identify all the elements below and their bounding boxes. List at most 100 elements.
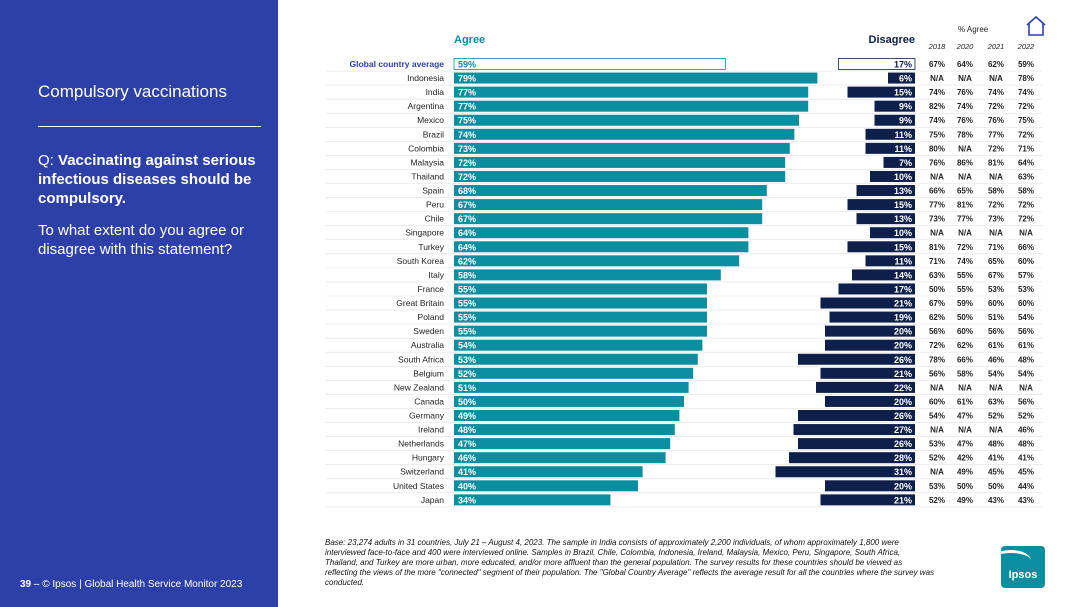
agree-value-label: 49% xyxy=(458,411,476,421)
trend-value: 55% xyxy=(957,285,973,294)
agree-value-label: 72% xyxy=(458,172,476,182)
trend-value: 74% xyxy=(957,257,973,266)
trend-value: 64% xyxy=(1018,158,1034,167)
trend-value: 58% xyxy=(957,369,973,378)
country-label: Australia xyxy=(411,340,444,350)
trend-value: 57% xyxy=(1018,271,1034,280)
disagree-value-label: 13% xyxy=(894,186,912,196)
trend-value: 67% xyxy=(929,299,945,308)
trend-value: 43% xyxy=(988,496,1004,505)
trend-value: 73% xyxy=(988,215,1004,224)
trend-value: 62% xyxy=(957,341,973,350)
agree-bar xyxy=(453,58,726,70)
trend-value: N/A xyxy=(958,229,972,238)
agree-value-label: 79% xyxy=(458,74,476,84)
trend-value: 52% xyxy=(988,412,1004,421)
disagree-bar xyxy=(865,255,915,267)
country-label: Turkey xyxy=(418,242,444,252)
agree-value-label: 34% xyxy=(458,495,476,505)
trend-value: 59% xyxy=(957,299,973,308)
agree-bar xyxy=(454,466,643,478)
logo-text: Ipsos xyxy=(1008,569,1038,581)
country-label: France xyxy=(418,284,445,294)
disagree-bar xyxy=(847,241,915,253)
slide-title: Compulsory vaccinations xyxy=(38,82,227,101)
agree-bar xyxy=(454,480,638,492)
country-label: Peru xyxy=(426,200,444,210)
agree-bar xyxy=(454,156,786,168)
question-text: Q: Vaccinating against serious infectiou… xyxy=(38,151,263,208)
disagree-value-label: 11% xyxy=(894,256,912,266)
agree-value-label: 40% xyxy=(458,481,476,491)
trend-value: 60% xyxy=(957,327,973,336)
trend-value: 52% xyxy=(929,454,945,463)
agree-value-label: 46% xyxy=(458,453,476,463)
footer-text: – © Ipsos | Global Health Service Monito… xyxy=(31,579,243,590)
trend-value: N/A xyxy=(930,74,944,83)
disagree-bar xyxy=(856,213,915,225)
trend-value: 66% xyxy=(929,187,945,196)
trend-value: 54% xyxy=(929,412,945,421)
trend-value: 52% xyxy=(929,496,945,505)
disagree-value-label: 13% xyxy=(894,214,912,224)
agree-value-label: 64% xyxy=(458,228,476,238)
trend-value: 76% xyxy=(957,116,973,125)
disagree-bar xyxy=(798,353,915,365)
agree-value-label: 67% xyxy=(458,214,476,224)
disagree-value-label: 6% xyxy=(899,74,912,84)
country-label: Canada xyxy=(414,396,444,406)
country-label: Colombia xyxy=(408,143,444,153)
agree-bar xyxy=(454,255,740,267)
disagree-value-label: 21% xyxy=(894,299,912,309)
trend-value: 51% xyxy=(988,313,1004,322)
disagree-value-label: 26% xyxy=(894,439,912,449)
trend-value: 52% xyxy=(1018,412,1034,421)
agree-bar xyxy=(454,424,675,436)
trend-value: 56% xyxy=(929,369,945,378)
country-label: Hungary xyxy=(412,453,445,463)
agree-bar xyxy=(454,100,809,112)
country-label: Brazil xyxy=(423,129,444,139)
agree-bar xyxy=(454,170,786,182)
trend-value: 72% xyxy=(1018,130,1034,139)
trend-value: 63% xyxy=(929,271,945,280)
trend-value: 53% xyxy=(988,285,1004,294)
disagree-value-label: 15% xyxy=(894,242,912,252)
trend-value: N/A xyxy=(930,383,944,392)
trend-value: 54% xyxy=(1018,369,1034,378)
agree-bar xyxy=(454,199,763,211)
trend-value: 64% xyxy=(957,60,973,69)
trend-value: 45% xyxy=(1018,468,1034,477)
ipsos-logo: Ipsos xyxy=(1001,546,1045,588)
trend-value: N/A xyxy=(989,426,1003,435)
trend-value: 72% xyxy=(957,243,973,252)
trend-value: 46% xyxy=(988,355,1004,364)
trend-value: 82% xyxy=(929,102,945,111)
disagree-bar xyxy=(838,283,915,295)
agree-value-label: 73% xyxy=(458,144,476,154)
country-label: New Zealand xyxy=(394,382,444,392)
agree-value-label: 54% xyxy=(458,341,476,351)
home-icon[interactable] xyxy=(1024,14,1048,38)
agree-bar xyxy=(454,353,698,365)
trend-value: 81% xyxy=(957,201,973,210)
trend-value: 58% xyxy=(1018,187,1034,196)
trend-value: 77% xyxy=(957,215,973,224)
trend-value: N/A xyxy=(930,172,944,181)
trend-value: 73% xyxy=(929,215,945,224)
trend-value: 44% xyxy=(1018,482,1034,491)
disagree-value-label: 19% xyxy=(894,313,912,323)
disagree-value-label: 10% xyxy=(894,228,912,238)
trend-value: 59% xyxy=(1018,60,1034,69)
disagree-bar xyxy=(829,311,915,323)
trend-value: 74% xyxy=(929,88,945,97)
trend-value: 53% xyxy=(1018,285,1034,294)
agree-bar xyxy=(454,494,611,506)
chart: Agree Disagree 2018 2020 2021 2022 Global coun… xyxy=(326,34,1042,508)
trend-value: N/A xyxy=(930,426,944,435)
disagree-value-label: 27% xyxy=(894,425,912,435)
disagree-bar xyxy=(865,142,915,154)
disagree-bar xyxy=(825,480,915,492)
trend-year-label: 2022 xyxy=(1017,42,1036,51)
trend-value: 42% xyxy=(957,454,973,463)
